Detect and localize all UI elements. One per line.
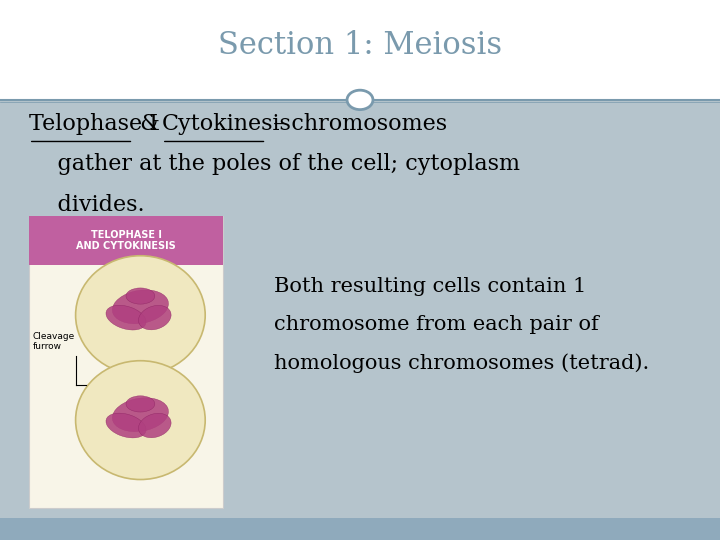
Text: Section 1: Meiosis: Section 1: Meiosis bbox=[218, 30, 502, 62]
Text: gather at the poles of the cell; cytoplasm: gather at the poles of the cell; cytopla… bbox=[29, 153, 520, 175]
Ellipse shape bbox=[126, 396, 155, 412]
Text: &: & bbox=[133, 113, 167, 134]
FancyBboxPatch shape bbox=[0, 0, 720, 100]
Ellipse shape bbox=[76, 256, 205, 375]
Ellipse shape bbox=[106, 305, 146, 330]
Text: divides.: divides. bbox=[29, 194, 145, 215]
Text: Cytokinesis: Cytokinesis bbox=[162, 113, 292, 134]
FancyBboxPatch shape bbox=[0, 518, 720, 540]
FancyBboxPatch shape bbox=[29, 216, 223, 508]
Ellipse shape bbox=[76, 361, 205, 480]
FancyBboxPatch shape bbox=[0, 100, 720, 540]
Ellipse shape bbox=[126, 288, 155, 304]
Text: chromosome from each pair of: chromosome from each pair of bbox=[274, 315, 598, 334]
Text: Telophase I: Telophase I bbox=[29, 113, 158, 134]
Text: TELOPHASE I
AND CYTOKINESIS: TELOPHASE I AND CYTOKINESIS bbox=[76, 230, 176, 251]
FancyBboxPatch shape bbox=[29, 216, 223, 265]
Ellipse shape bbox=[112, 398, 168, 431]
Ellipse shape bbox=[106, 413, 146, 438]
Text: homologous chromosomes (tetrad).: homologous chromosomes (tetrad). bbox=[274, 354, 649, 373]
Ellipse shape bbox=[138, 306, 171, 330]
Ellipse shape bbox=[112, 290, 168, 324]
Text: – chromosomes: – chromosomes bbox=[266, 113, 448, 134]
Text: Cleavage
furrow: Cleavage furrow bbox=[32, 332, 75, 351]
Text: Both resulting cells contain 1: Both resulting cells contain 1 bbox=[274, 276, 586, 295]
Circle shape bbox=[346, 90, 374, 110]
Ellipse shape bbox=[138, 413, 171, 438]
